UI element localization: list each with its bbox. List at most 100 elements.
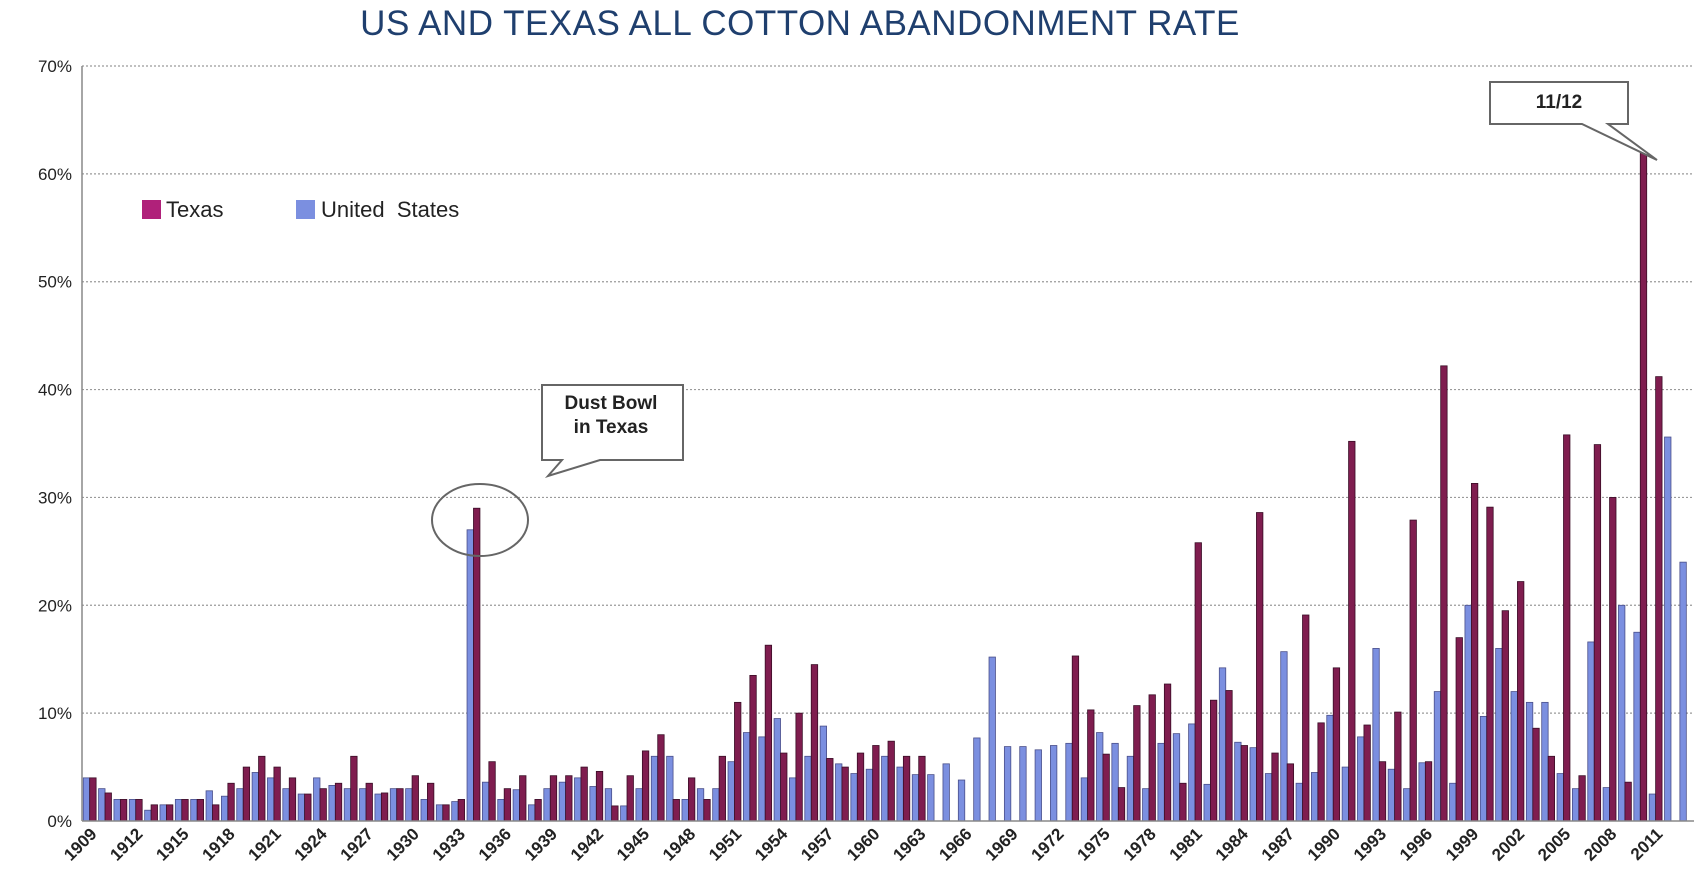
bar-texas-2008: [1609, 497, 1617, 822]
x-tick-label: 1990: [1304, 824, 1344, 864]
callout-11-12-box: [1489, 81, 1658, 161]
bar-texas-1956: [810, 664, 819, 822]
bar-us-1986: [1264, 773, 1273, 822]
bar-texas-1944: [626, 775, 634, 822]
bar-us-1958: [835, 763, 843, 822]
bar-us-1992: [1357, 736, 1365, 822]
x-tick-label: 1927: [337, 824, 377, 864]
y-axis-ticks: 0% 10% 20% 30% 40% 50% 60% 70%: [38, 57, 72, 831]
bar-texas-1997: [1440, 365, 1448, 822]
bar-us-1968: [988, 656, 996, 822]
bar-us-1912: [128, 799, 137, 822]
y-tick-label: 30%: [38, 488, 72, 507]
bar-us-1964: [927, 774, 935, 822]
bar-texas-1947: [672, 799, 680, 822]
legend-label-texas: Texas: [166, 197, 223, 222]
bar-texas-1995: [1409, 519, 1417, 822]
bar-texas-1919: [242, 766, 251, 822]
bar-texas-2001: [1501, 610, 1509, 822]
bar-us-1926: [343, 788, 352, 822]
bar-us-1941: [574, 777, 582, 822]
bar-us-1997: [1433, 691, 1442, 822]
bar-texas-1977: [1133, 705, 1141, 822]
bar-texas-1915: [181, 799, 189, 822]
bar-texas-1952: [749, 674, 757, 822]
bar-texas-1914: [166, 804, 174, 822]
bar-us-1965: [942, 763, 950, 822]
bar-us-1927: [359, 788, 367, 822]
x-tick-label: 1996: [1396, 824, 1436, 864]
bar-us-2012: [1664, 436, 1672, 822]
bar-texas-1930: [411, 775, 419, 822]
bar-texas-2011: [1655, 376, 1663, 822]
bar-texas-1941: [580, 766, 588, 822]
x-tick-label: 1963: [889, 824, 929, 864]
bar-us-2002: [1510, 691, 1518, 822]
bar-texas-1923: [304, 793, 312, 822]
bar-us-1962: [896, 766, 904, 822]
bar-texas-1973: [1071, 655, 1080, 822]
x-tick-label: 2008: [1580, 824, 1620, 864]
bar-texas-2004: [1547, 755, 1556, 822]
bar-us-1946: [650, 755, 659, 822]
bar-us-1952: [742, 732, 751, 822]
bar-texas-1911: [119, 799, 128, 822]
bar-texas-2010: [1639, 151, 1648, 822]
bar-us-1928: [374, 793, 382, 822]
bar-texas-1918: [227, 782, 235, 822]
bar-texas-2007: [1593, 444, 1602, 822]
bar-us-1981: [1188, 723, 1196, 822]
x-tick-label: 1921: [245, 824, 285, 864]
bar-texas-2000: [1486, 506, 1494, 822]
bar-us-1959: [850, 773, 858, 822]
bar-texas-1996: [1424, 761, 1433, 822]
bar-us-1963: [911, 774, 920, 822]
bar-texas-1948: [688, 777, 696, 822]
bar-us-2000: [1479, 715, 1488, 822]
bar-us-2013: [1679, 561, 1687, 822]
x-tick-label: 2005: [1534, 824, 1574, 864]
bar-us-2004: [1541, 701, 1549, 822]
bar-us-1998: [1449, 782, 1457, 822]
bar-texas-1949: [703, 799, 711, 822]
bar-us-1990: [1326, 714, 1334, 822]
bar-us-1933: [451, 801, 459, 822]
bar-us-1970: [1019, 746, 1027, 822]
bar-texas-1975: [1102, 753, 1110, 822]
legend-label-united-states: United States: [321, 197, 459, 222]
bar-texas-1920: [258, 755, 266, 822]
dust-bowl-callout: Dust Bowl in Texas: [431, 384, 684, 557]
bar-us-2009: [1618, 604, 1626, 822]
bar-us-1911: [113, 799, 121, 822]
bar-us-1950: [712, 788, 720, 822]
bar-texas-1961: [887, 740, 895, 822]
bar-us-1916: [190, 799, 198, 822]
bar-texas-1981: [1194, 542, 1202, 822]
dust-bowl-line2: in Texas: [574, 417, 649, 438]
legend: Texas United States: [142, 197, 459, 222]
x-tick-label: 1948: [659, 824, 699, 864]
y-tick-label: 50%: [38, 273, 72, 292]
bar-texas-1909: [89, 777, 97, 822]
bar-us-1917: [205, 790, 213, 822]
bar-us-1978: [1142, 788, 1150, 822]
bar-us-1987: [1280, 651, 1288, 822]
x-tick-label: 1936: [475, 824, 515, 864]
bar-texas-2003: [1532, 727, 1540, 822]
bar-texas-1957: [826, 758, 834, 822]
bar-us-1994: [1387, 768, 1396, 822]
y-tick-label: 20%: [38, 596, 72, 615]
bar-texas-1988: [1302, 614, 1310, 822]
axes: [81, 66, 1694, 822]
bar-texas-1943: [611, 805, 619, 822]
bar-us-1972: [1050, 745, 1058, 822]
bar-us-1909: [82, 777, 91, 822]
bar-texas-1998: [1455, 637, 1463, 822]
x-tick-label: 1951: [705, 824, 745, 864]
bar-us-1957: [819, 725, 827, 822]
bar-us-1967: [973, 737, 981, 822]
bar-texas-1982: [1210, 699, 1218, 822]
bar-texas-1987: [1286, 763, 1295, 822]
bar-texas-2005: [1563, 434, 1571, 822]
gridlines: [82, 65, 1694, 714]
